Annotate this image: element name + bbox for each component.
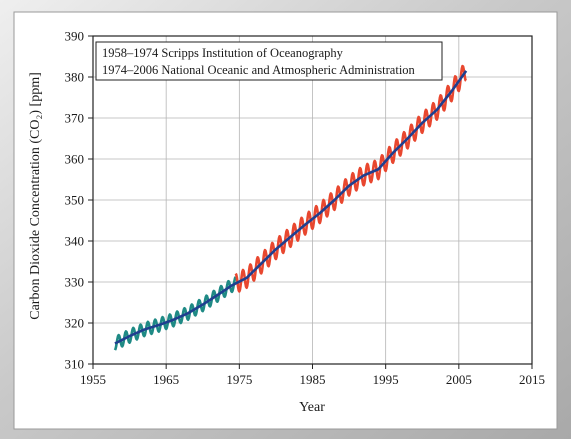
x-axis-ticks: 1955 1965 1975 1985 1995 2005 2015 (80, 364, 545, 387)
legend-box (95, 41, 443, 81)
y-axis-label: Carbon Dioxide Concentration (CO₂) [ppm] (28, 72, 43, 320)
y-tick-label: 370 (65, 111, 85, 126)
legend: 1958–1974 Scripps Institution of Oceanog… (95, 41, 443, 81)
y-tick-label: 380 (65, 70, 85, 85)
x-tick-label: 2015 (519, 372, 545, 387)
legend-entry: 1958–1974 Scripps Institution of Oceanog… (102, 46, 344, 60)
x-tick-label: 1965 (153, 372, 179, 387)
x-tick-label: 1975 (226, 372, 252, 387)
x-axis-label: Year (299, 400, 325, 415)
y-axis-ticks: 310 320 330 340 350 360 370 380 390 (65, 29, 93, 372)
x-tick-label: 2005 (446, 372, 472, 387)
y-tick-label: 340 (65, 234, 85, 249)
x-tick-label: 1995 (373, 372, 399, 387)
inner-panel (13, 11, 558, 430)
y-tick-label: 310 (65, 357, 85, 372)
y-tick-label: 330 (65, 275, 85, 290)
x-tick-label: 1955 (80, 372, 106, 387)
series-layer (113, 64, 468, 351)
legend-entry: 1974–2006 National Oceanic and Atmospher… (102, 63, 416, 77)
trend-line (114, 70, 468, 345)
y-tick-label: 320 (65, 316, 85, 331)
x-tick-label: 1985 (300, 372, 326, 387)
y-tick-label: 390 (65, 29, 85, 44)
y-tick-label: 350 (65, 193, 85, 208)
y-tick-label: 360 (65, 152, 85, 167)
